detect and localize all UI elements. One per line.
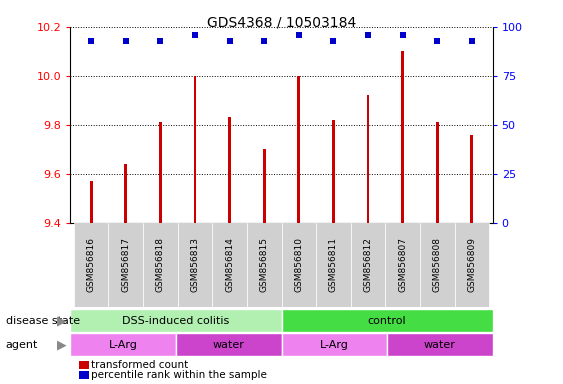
Bar: [143, 223, 178, 307]
Text: L-Arg: L-Arg: [109, 340, 137, 350]
Text: percentile rank within the sample: percentile rank within the sample: [91, 370, 267, 380]
Bar: [90, 181, 92, 223]
Text: GSM856815: GSM856815: [260, 237, 269, 293]
Bar: [367, 95, 369, 223]
Text: GSM856816: GSM856816: [87, 237, 96, 293]
Text: GSM856808: GSM856808: [433, 237, 442, 293]
Bar: [387, 333, 493, 356]
Point: [190, 31, 199, 38]
Bar: [70, 333, 176, 356]
Text: ▶: ▶: [57, 314, 66, 327]
Point: [294, 31, 303, 38]
Point: [467, 38, 476, 44]
Point: [121, 38, 130, 44]
Bar: [194, 76, 196, 223]
Point: [260, 38, 269, 44]
Bar: [282, 333, 387, 356]
Bar: [351, 223, 385, 307]
Point: [364, 31, 373, 38]
Bar: [282, 223, 316, 307]
Bar: [316, 223, 351, 307]
Text: DSS-induced colitis: DSS-induced colitis: [122, 316, 230, 326]
Bar: [228, 118, 231, 223]
Text: GSM856817: GSM856817: [121, 237, 130, 293]
Bar: [385, 223, 420, 307]
Bar: [159, 122, 162, 223]
Text: GDS4368 / 10503184: GDS4368 / 10503184: [207, 15, 356, 29]
Bar: [178, 223, 212, 307]
Bar: [109, 223, 143, 307]
Bar: [420, 223, 454, 307]
Text: water: water: [424, 340, 456, 350]
Text: transformed count: transformed count: [91, 360, 189, 370]
Point: [156, 38, 165, 44]
Text: GSM856813: GSM856813: [190, 237, 199, 293]
Text: GSM856811: GSM856811: [329, 237, 338, 293]
Text: GSM856814: GSM856814: [225, 238, 234, 292]
Bar: [297, 76, 300, 223]
Bar: [247, 223, 282, 307]
Text: GSM856810: GSM856810: [294, 237, 303, 293]
Bar: [70, 309, 282, 332]
Text: ▶: ▶: [57, 338, 66, 351]
Text: GSM856812: GSM856812: [364, 238, 373, 292]
Point: [329, 38, 338, 44]
Point: [225, 38, 234, 44]
Bar: [454, 223, 489, 307]
Bar: [471, 134, 473, 223]
Bar: [212, 223, 247, 307]
Bar: [263, 149, 266, 223]
Point: [87, 38, 96, 44]
Bar: [282, 309, 493, 332]
Text: agent: agent: [6, 340, 38, 350]
Text: control: control: [368, 316, 406, 326]
Text: L-Arg: L-Arg: [320, 340, 348, 350]
Text: GSM856818: GSM856818: [156, 237, 165, 293]
Text: disease state: disease state: [6, 316, 80, 326]
Bar: [436, 122, 439, 223]
Text: GSM856807: GSM856807: [398, 237, 407, 293]
Point: [398, 31, 407, 38]
Bar: [74, 223, 109, 307]
Point: [433, 38, 442, 44]
Bar: [332, 120, 335, 223]
Bar: [124, 164, 127, 223]
Text: water: water: [213, 340, 245, 350]
Bar: [401, 51, 404, 223]
Bar: [176, 333, 282, 356]
Text: GSM856809: GSM856809: [467, 237, 476, 293]
